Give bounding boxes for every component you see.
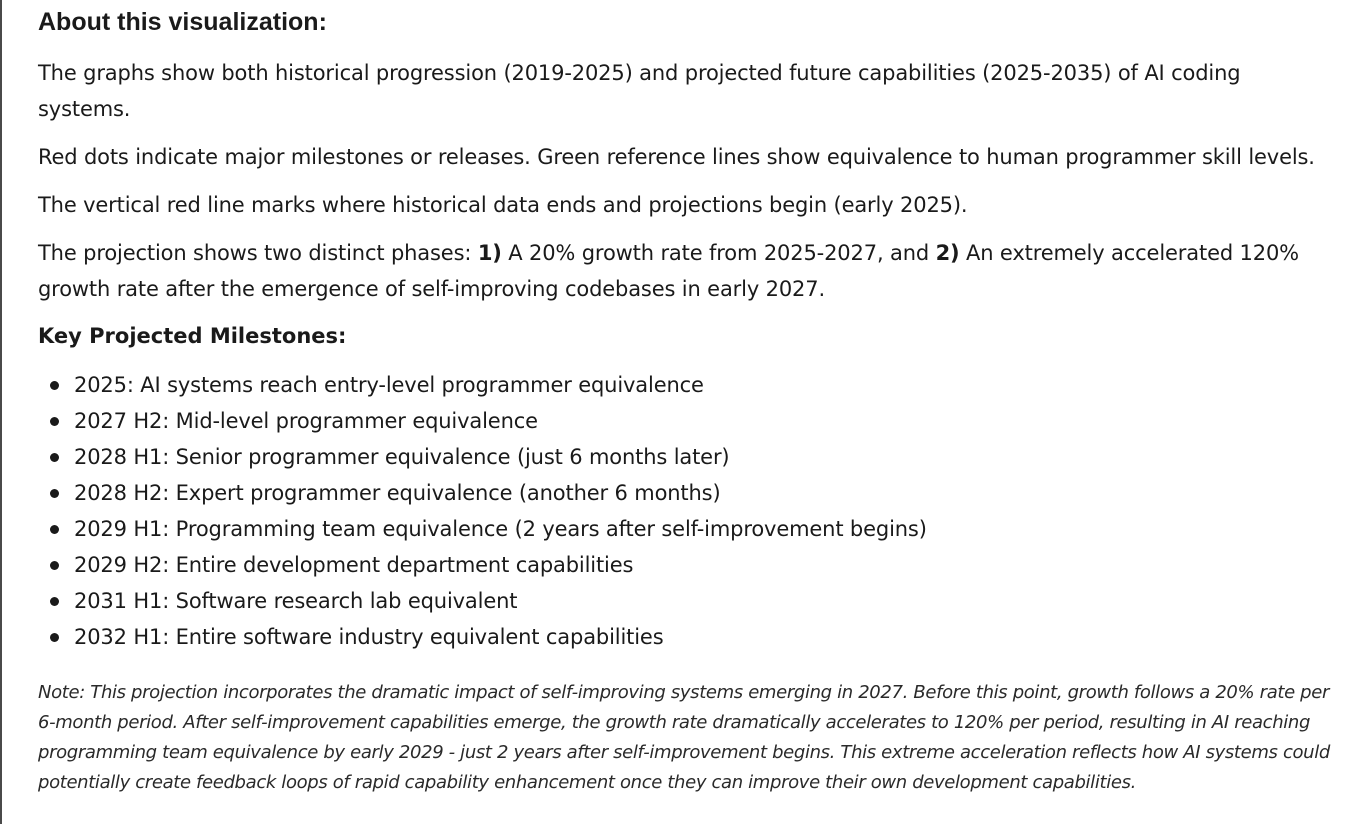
milestone-item: 2031 H1: Software research lab equivalen… (38, 583, 927, 619)
bullet-icon (50, 489, 59, 498)
milestone-text: 2025: AI systems reach entry-level progr… (74, 373, 704, 397)
milestone-text: 2032 H1: Entire software industry equiva… (74, 625, 664, 649)
phase-2-number: 2) (935, 241, 960, 265)
phases-intro: The projection shows two distinct phases… (38, 241, 478, 265)
description-paragraph-divider: The vertical red line marks where histor… (38, 193, 968, 217)
bullet-icon (50, 381, 59, 390)
milestone-item: 2032 H1: Entire software industry equiva… (38, 619, 927, 655)
bullet-icon (50, 561, 59, 570)
milestone-item: 2028 H1: Senior programmer equivalence (… (38, 439, 927, 475)
phase-2-text: An extremely accelerated 120% growth rat… (38, 241, 1299, 301)
description-paragraph-phases: The projection shows two distinct phases… (38, 235, 1333, 307)
bullet-icon (50, 525, 59, 534)
bullet-icon (50, 417, 59, 426)
milestone-text: 2031 H1: Software research lab equivalen… (74, 589, 518, 613)
description-paragraph-historical: The graphs show both historical progress… (38, 61, 1241, 121)
projection-note: Note: This projection incorporates the d… (38, 682, 1330, 793)
milestone-item: 2025: AI systems reach entry-level progr… (38, 367, 927, 403)
milestone-text: 2028 H2: Expert programmer equivalence (… (74, 481, 721, 505)
milestone-item: 2029 H1: Programming team equivalence (2… (38, 511, 927, 547)
milestone-text: 2029 H2: Entire development department c… (74, 553, 634, 577)
milestone-text: 2027 H2: Mid-level programmer equivalenc… (74, 409, 538, 433)
milestone-item: 2027 H2: Mid-level programmer equivalenc… (38, 403, 927, 439)
bullet-icon (50, 597, 59, 606)
phase-1-text: A 20% growth rate from 2025-2027, and (501, 241, 936, 265)
about-heading: About this visualization: (38, 8, 327, 36)
milestone-item: 2029 H2: Entire development department c… (38, 547, 927, 583)
milestones-heading: Key Projected Milestones: (38, 324, 347, 348)
phase-1-number: 1) (477, 241, 502, 265)
milestone-item: 2028 H2: Expert programmer equivalence (… (38, 475, 927, 511)
bullet-icon (50, 453, 59, 462)
description-paragraph-legend: Red dots indicate major milestones or re… (38, 145, 1315, 169)
milestones-list: 2025: AI systems reach entry-level progr… (38, 367, 927, 655)
milestone-text: 2029 H1: Programming team equivalence (2… (74, 517, 927, 541)
left-border (0, 0, 2, 824)
bullet-icon (50, 633, 59, 642)
milestone-text: 2028 H1: Senior programmer equivalence (… (74, 445, 730, 469)
